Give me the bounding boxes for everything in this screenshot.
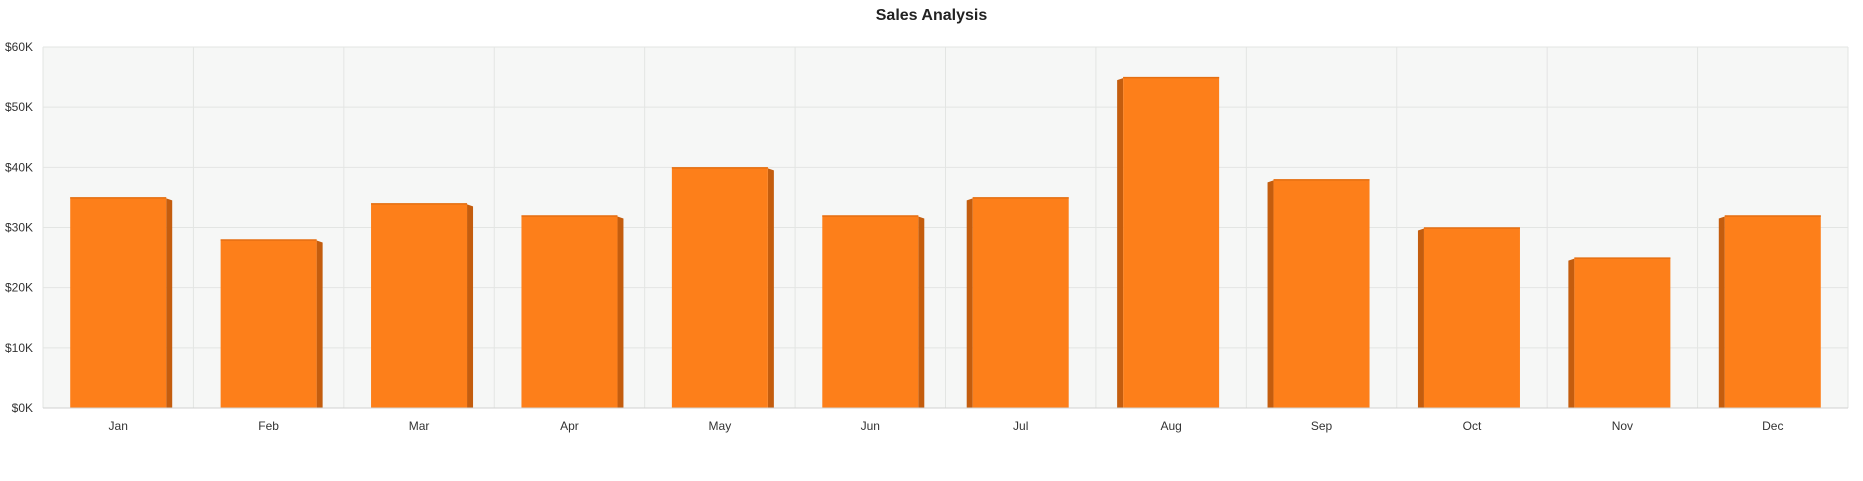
y-tick-label: $50K bbox=[5, 100, 33, 114]
x-tick-label: Jul bbox=[1013, 419, 1028, 433]
bar-side bbox=[166, 198, 173, 408]
bar-apr bbox=[521, 215, 624, 408]
x-tick-label: Feb bbox=[258, 419, 279, 433]
x-tick-label: Jan bbox=[109, 419, 128, 433]
bar-mar bbox=[371, 203, 474, 408]
x-tick-label: Oct bbox=[1463, 419, 1482, 433]
bar-side bbox=[1718, 216, 1725, 408]
x-tick-label: Nov bbox=[1612, 419, 1633, 433]
x-tick-label: Aug bbox=[1160, 419, 1181, 433]
bar-jul bbox=[966, 197, 1069, 408]
x-tick-label: Sep bbox=[1311, 419, 1333, 433]
bar-side bbox=[1117, 78, 1124, 408]
bar bbox=[1724, 215, 1821, 408]
y-tick-label: $10K bbox=[5, 341, 33, 355]
bar bbox=[371, 203, 468, 408]
bar-sep bbox=[1267, 179, 1370, 408]
y-tick-label: $60K bbox=[5, 40, 33, 54]
bar-aug bbox=[1117, 76, 1220, 408]
bar bbox=[822, 215, 919, 408]
bar-may bbox=[671, 167, 774, 408]
bar-side bbox=[1417, 228, 1424, 408]
bar bbox=[521, 215, 618, 408]
bar-jan bbox=[70, 197, 173, 408]
bar bbox=[1273, 179, 1370, 408]
bar bbox=[220, 239, 317, 408]
y-tick-label: $20K bbox=[5, 281, 33, 295]
bar bbox=[70, 197, 167, 408]
bar-side bbox=[918, 216, 925, 408]
x-tick-label: Jun bbox=[861, 419, 880, 433]
bar-jun bbox=[822, 215, 925, 408]
bar bbox=[972, 197, 1069, 408]
bar-nov bbox=[1568, 257, 1671, 408]
bar bbox=[1423, 227, 1520, 408]
y-tick-label: $40K bbox=[5, 160, 33, 174]
y-tick-label: $0K bbox=[12, 401, 33, 415]
bar-side bbox=[767, 168, 774, 408]
chart-title: Sales Analysis bbox=[875, 7, 988, 24]
bar-oct bbox=[1417, 227, 1520, 408]
bar-side bbox=[966, 198, 973, 408]
y-tick-label: $30K bbox=[5, 221, 33, 235]
bar-side bbox=[617, 216, 624, 408]
bar-feb bbox=[220, 239, 323, 408]
x-tick-label: Mar bbox=[409, 419, 430, 433]
bar-side bbox=[1568, 258, 1575, 408]
bar bbox=[1123, 77, 1220, 408]
x-tick-label: Apr bbox=[560, 419, 579, 433]
bar-dec bbox=[1718, 215, 1821, 408]
bar-side bbox=[316, 240, 323, 408]
x-tick-label: Dec bbox=[1762, 419, 1783, 433]
bar bbox=[1574, 257, 1671, 408]
x-tick-label: May bbox=[709, 419, 732, 433]
bar bbox=[671, 167, 768, 408]
bar-side bbox=[1267, 180, 1274, 408]
bar-side bbox=[467, 204, 474, 408]
